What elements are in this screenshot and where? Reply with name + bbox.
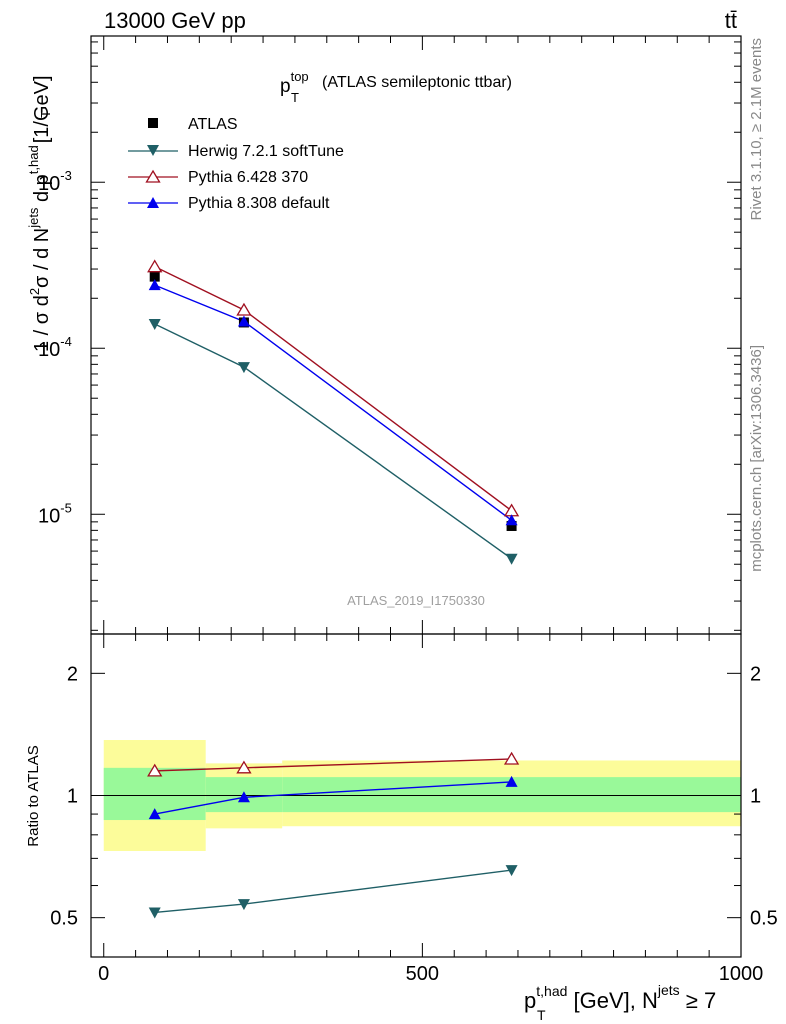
upper-point-s1-0: [148, 318, 161, 330]
lower-ytick-label-left-2: 2: [67, 663, 78, 685]
lower-series-layer: [147, 751, 520, 919]
upper-point-s0-2: [506, 520, 517, 531]
upper-point-s2-2: [503, 503, 520, 517]
lower-series-line-0: [154, 869, 512, 914]
lower-ytick-label-right-0: 0.5: [750, 908, 778, 930]
upper-point-s3-2: [505, 514, 518, 526]
ylabel-part-6: t,had: [26, 145, 41, 174]
legend-marker-herwig: [147, 145, 159, 156]
legend: ATLAS Herwig 7.2.1 softTune Pythia 6.428…: [128, 116, 344, 212]
lower-ytick-label-left-0: 0.5: [50, 908, 78, 930]
legend-label-pythia8: Pythia 8.308 default: [188, 195, 330, 212]
upper-ytick-label-1: 10-4: [38, 334, 72, 361]
xlabel-jets: jets: [657, 982, 680, 998]
upper-point-s3-0: [148, 279, 161, 291]
lower-point-s1-0: [147, 763, 163, 777]
title-sup: top: [291, 69, 309, 84]
ytick-base: 10: [38, 339, 60, 361]
xtick-label-0: 0: [98, 963, 109, 985]
ylabel-part-5: d p: [31, 174, 53, 207]
upper-series-line-1: [154, 323, 512, 560]
plot-title: ptop: [280, 69, 309, 97]
upper-point-s1-2: [505, 553, 518, 565]
lower-point-s0-1: [237, 899, 250, 911]
lower-panel: 0 500 1000 0.5 0.5 1 1 2 2: [50, 633, 778, 985]
lower-point-s1-1: [236, 760, 252, 774]
ytick-base: 10: [38, 173, 60, 195]
title-rest: (ATLAS semileptonic ttbar): [322, 74, 512, 91]
xlabel-ge: ≥ 7: [680, 988, 717, 1013]
lower-ylabel: Ratio to ATLAS: [25, 745, 42, 846]
upper-point-s1-1: [237, 362, 250, 374]
upper-panel: 10-310-410-5: [38, 35, 742, 635]
lower-point-s0-0: [148, 907, 161, 919]
upper-point-s2-1: [236, 302, 252, 316]
xlabel: pt,had [GeV], Njets ≥ 7: [524, 982, 716, 1013]
upper-ytick-label-0: 10-3: [38, 168, 72, 195]
mcplots-label: mcplots.cern.ch [arXiv:1306.3436]: [748, 345, 765, 572]
legend-label-pythia6: Pythia 6.428 370: [188, 169, 308, 186]
legend-label-herwig: Herwig 7.2.1 softTune: [188, 143, 344, 160]
title-sub: T: [291, 90, 299, 105]
lower-point-s2-1: [237, 791, 250, 803]
upper-point-s2-0: [147, 259, 163, 273]
legend-label-atlas: ATLAS: [188, 116, 238, 133]
ytick-exponent: -5: [60, 500, 72, 515]
lower-point-s1-2: [503, 751, 520, 765]
legend-marker-pythia6: [145, 169, 161, 183]
title-main: p: [280, 76, 291, 97]
ylabel-part-4: jets: [26, 207, 41, 229]
rivet-label: Rivet 3.1.10, ≥ 2.1M events: [748, 38, 765, 221]
process-label: tt̄: [725, 8, 737, 33]
energy-label: 13000 GeV pp: [104, 8, 246, 33]
upper-ylabel: 1 / σ d2σ / d Njets d pt,had [1/GeV]: [26, 75, 53, 352]
upper-ytick-label-2: 10-5: [38, 500, 72, 527]
ytick-exponent: -3: [60, 168, 72, 183]
legend-marker-atlas: [148, 118, 158, 128]
lower-point-s2-0: [148, 808, 161, 820]
upper-series-line-3: [154, 284, 513, 521]
lower-ytick-label-left-1: 1: [67, 786, 78, 808]
ratio-band-layer: [103, 740, 741, 851]
xlabel-p: p: [524, 988, 536, 1013]
lower-ytick-label-right-1: 1: [750, 786, 761, 808]
upper-series-layer: [147, 259, 520, 565]
xlabel-rest: [GeV], N: [567, 988, 657, 1013]
legend-marker-pythia8: [147, 197, 159, 208]
ylabel-sub-t: T: [38, 110, 53, 118]
ylabel-part-1: 1 / σ d: [31, 295, 53, 352]
xtick-label-2: 1000: [719, 963, 764, 985]
xlabel-sub-t: T: [537, 1007, 546, 1023]
lower-point-s0-2: [505, 865, 518, 877]
ytick-exponent: -4: [60, 334, 72, 349]
lower-ytick-label-right-2: 2: [750, 663, 761, 685]
ytick-base: 10: [38, 505, 60, 527]
upper-series-line-2: [154, 266, 513, 512]
upper-point-s0-0: [149, 271, 160, 282]
xlabel-sup: t,had: [536, 983, 567, 999]
lower-point-s2-2: [505, 775, 518, 787]
analysis-watermark: ATLAS_2019_I1750330: [347, 593, 485, 608]
upper-point-s3-1: [237, 315, 250, 327]
ylabel-part-7: [1/GeV]: [31, 75, 53, 143]
ylabel-part-2: 2: [27, 288, 42, 295]
ylabel-part-3: σ / d N: [31, 228, 53, 288]
xtick-label-1: 500: [406, 963, 439, 985]
